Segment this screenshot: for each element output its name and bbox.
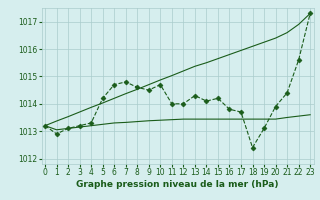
X-axis label: Graphe pression niveau de la mer (hPa): Graphe pression niveau de la mer (hPa) [76, 180, 279, 189]
